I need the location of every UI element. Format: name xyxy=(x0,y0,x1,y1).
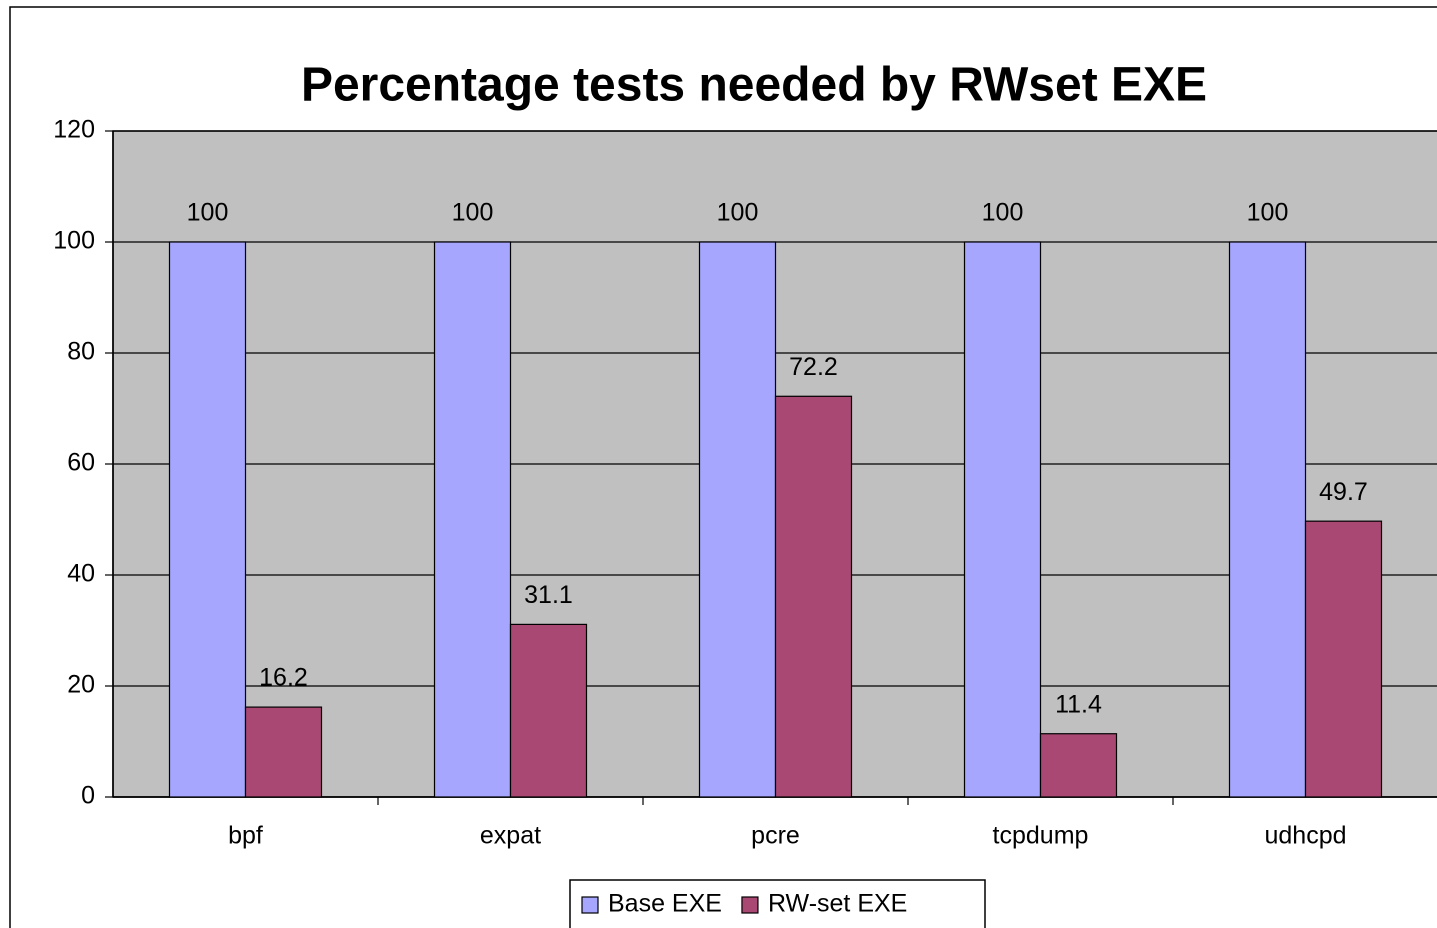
chart-title: Percentage tests needed by RWset EXE xyxy=(301,59,1207,112)
y-tick-label: 80 xyxy=(67,338,95,366)
bar xyxy=(963,241,1042,798)
x-tick-label: tcpdump xyxy=(993,822,1089,850)
x-tick-label: udhcpd xyxy=(1264,822,1346,850)
y-tick-label: 20 xyxy=(67,671,95,699)
legend: Base EXE RW-set EXE xyxy=(569,879,986,928)
bar xyxy=(509,623,588,798)
x-tick-label: expat xyxy=(480,822,541,850)
value-label: 100 xyxy=(452,199,494,227)
legend-swatch xyxy=(581,896,599,914)
legend-label: RW-set EXE xyxy=(768,890,907,918)
value-label: 31.1 xyxy=(524,581,573,609)
bar xyxy=(433,241,512,798)
value-label: 11.4 xyxy=(1055,690,1102,718)
bar xyxy=(1039,733,1118,798)
value-label: 100 xyxy=(982,199,1024,227)
y-tick-label: 40 xyxy=(67,560,95,588)
y-tick-label: 120 xyxy=(53,116,95,144)
value-label: 100 xyxy=(1247,199,1289,227)
value-label: 49.7 xyxy=(1319,478,1368,506)
x-tick-label: bpf xyxy=(228,822,263,850)
bar xyxy=(1228,241,1307,798)
bar xyxy=(168,241,247,798)
value-label: 16.2 xyxy=(259,664,308,692)
legend-swatch xyxy=(741,896,759,914)
legend-label: Base EXE xyxy=(608,890,722,918)
bar xyxy=(244,706,323,798)
y-tick-label: 100 xyxy=(53,227,95,255)
y-tick-label: 0 xyxy=(81,782,95,810)
x-tick-label: pcre xyxy=(751,822,800,850)
y-tick-label: 60 xyxy=(67,449,95,477)
legend-box xyxy=(569,879,986,928)
value-label: 100 xyxy=(187,199,229,227)
bar xyxy=(698,241,777,798)
bar xyxy=(1304,520,1383,798)
bar xyxy=(774,395,853,798)
value-label: 72.2 xyxy=(789,353,838,381)
value-label: 100 xyxy=(717,199,759,227)
